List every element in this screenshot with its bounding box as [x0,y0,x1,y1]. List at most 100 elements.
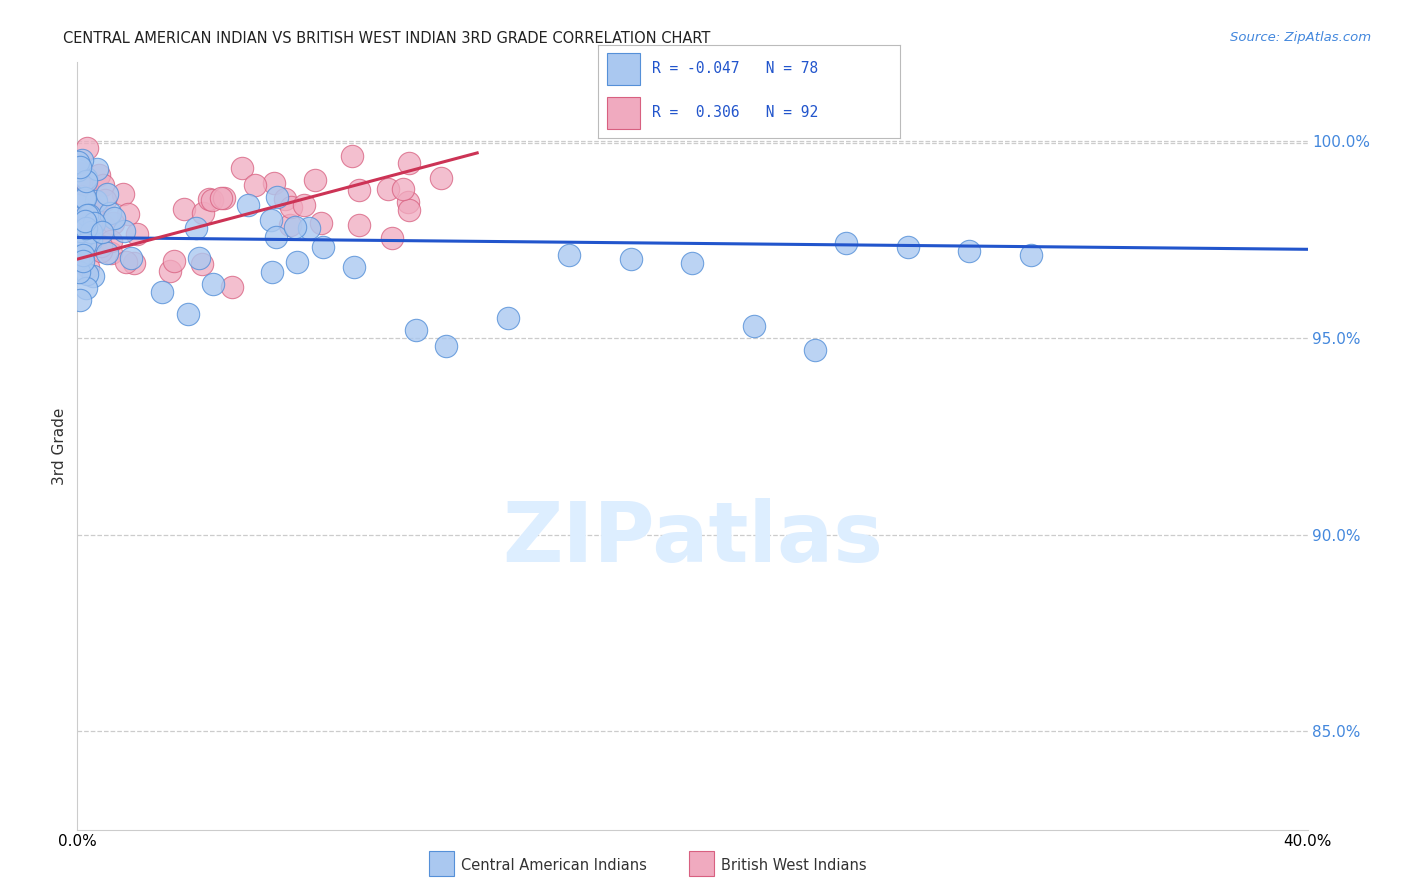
Point [66,219,89,233]
Point [67,163,90,178]
Point [75,220,97,235]
Point [75,174,97,188]
Point [957,244,980,259]
Point [75,236,97,251]
Point [150,285,173,300]
Point [66,202,89,217]
Point [75,170,97,185]
Point [76,208,98,222]
Point [66,192,89,206]
Point [67,252,90,267]
Point [77,208,100,222]
Point [98,206,121,220]
Point [70,189,93,203]
Point [391,182,413,196]
Point [103,211,125,225]
Point [260,212,283,227]
Point [67,198,90,212]
Point [191,206,214,220]
Point [430,171,453,186]
Point [742,318,765,333]
Point [96,187,118,202]
Point [377,181,399,195]
Point [67,197,90,211]
Point [122,255,145,269]
Point [120,251,142,265]
Text: CENTRAL AMERICAN INDIAN VS BRITISH WEST INDIAN 3RD GRADE CORRELATION CHART: CENTRAL AMERICAN INDIAN VS BRITISH WEST … [63,31,710,46]
Point [162,254,184,268]
Point [101,216,124,230]
Point [304,173,326,187]
Point [69,221,91,235]
Point [91,225,114,239]
Point [73,182,96,196]
Point [620,252,643,267]
Point [70,235,93,249]
Point [76,182,98,196]
Point [73,239,96,253]
Point [70,220,93,235]
Point [243,178,266,192]
Point [266,190,288,204]
Point [93,219,115,234]
Point [83,211,105,226]
Point [100,235,122,249]
Point [897,240,920,254]
Point [835,236,858,251]
Point [298,220,321,235]
Point [80,219,103,234]
Text: R = -0.047   N = 78: R = -0.047 N = 78 [652,62,818,77]
Point [67,191,90,205]
Point [77,260,100,275]
Point [73,191,96,205]
Text: R =  0.306   N = 92: R = 0.306 N = 92 [652,105,818,120]
Point [381,231,404,245]
Point [82,234,104,248]
Point [67,175,90,189]
Point [349,183,371,197]
Point [231,161,253,176]
Point [82,217,104,231]
Point [73,191,96,205]
Point [278,218,301,232]
Point [90,239,112,253]
Point [343,260,366,274]
Point [117,207,139,221]
Point [75,227,97,242]
Point [72,170,94,185]
Point [72,228,94,243]
Text: ZIPatlas: ZIPatlas [502,498,883,579]
Point [436,339,458,353]
Point [84,235,107,249]
Point [273,192,295,206]
Point [340,149,363,163]
Point [66,154,89,169]
Point [84,194,107,208]
Point [67,235,90,249]
Point [86,204,108,219]
Point [67,265,90,279]
Point [80,233,103,247]
Y-axis label: 3rd Grade: 3rd Grade [52,408,67,484]
Point [188,251,211,265]
Point [69,214,91,228]
Point [284,220,307,235]
Point [70,153,93,167]
Point [287,255,309,269]
Point [66,181,89,195]
Point [266,229,288,244]
Point [66,169,89,183]
Point [73,227,96,241]
Point [405,323,427,337]
Point [75,226,97,240]
Point [75,214,97,228]
Point [80,215,103,229]
Point [262,265,284,279]
Point [82,268,104,283]
Point [263,176,285,190]
Point [396,195,419,210]
Point [682,256,704,270]
Point [238,198,260,212]
Point [83,216,105,230]
Point [72,243,94,257]
